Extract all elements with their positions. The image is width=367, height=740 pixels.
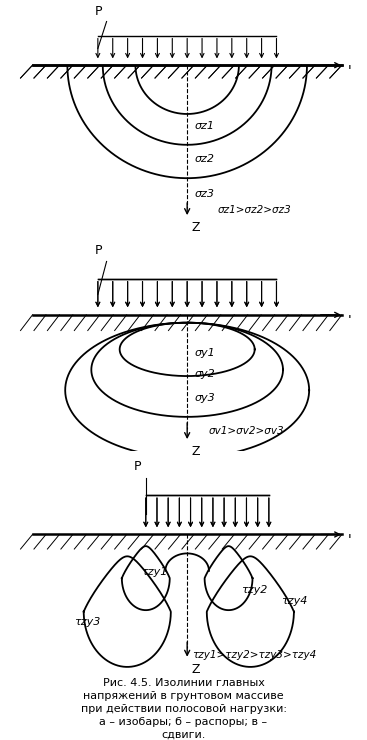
Text: σz1: σz1 [195,121,215,130]
Text: Y: Y [346,58,354,72]
Text: τzy1>τzy2>τzy3>τzy4: τzy1>τzy2>τzy3>τzy4 [193,650,317,659]
Text: а): а) [26,15,43,30]
Text: Рис. 4.5. Изолинии главных
напряжений в грунтовом массиве
при действии полосовой: Рис. 4.5. Изолинии главных напряжений в … [80,679,287,739]
Text: τzy4: τzy4 [281,596,307,606]
Text: σy1: σy1 [195,348,215,357]
Text: σy3: σy3 [195,393,215,403]
Text: σv1>σv2>σv3: σv1>σv2>σv3 [209,425,284,436]
Text: τzy2: τzy2 [241,585,268,595]
Text: Z: Z [192,445,200,458]
Text: σz1>σz2>σz3: σz1>σz2>σz3 [218,206,291,215]
Text: Z: Z [192,662,200,676]
Text: σy2: σy2 [195,369,215,380]
Text: P: P [95,243,102,257]
Text: б): б) [26,254,43,269]
Text: τzy3: τzy3 [74,617,100,627]
Bar [18,0,356,65]
Text: в): в) [26,468,43,482]
Text: Y: Y [346,528,354,541]
Text: Z: Z [192,221,200,234]
Text: τzy1: τzy1 [141,568,168,577]
Text: P: P [134,460,141,474]
Text: Y: Y [346,309,354,321]
Bar [18,447,356,534]
Bar [18,221,356,314]
Text: P: P [95,4,102,18]
Text: σz2: σz2 [195,154,215,164]
Text: σz3: σz3 [195,189,215,198]
